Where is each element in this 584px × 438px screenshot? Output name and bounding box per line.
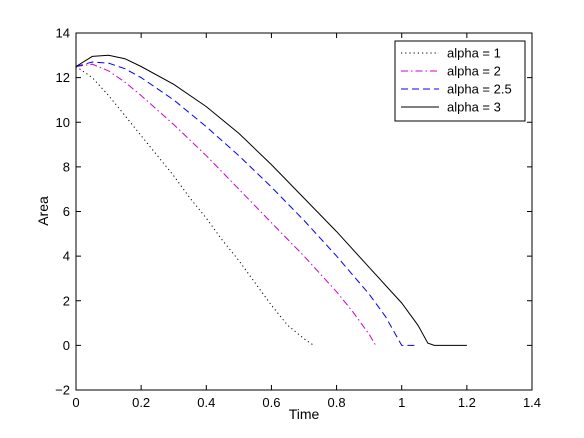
- x-tick-label: 1.2: [458, 395, 476, 410]
- legend-box: [394, 40, 526, 122]
- legend-label-3: alpha = 2.5: [447, 82, 512, 97]
- y-tick-label: 8: [63, 159, 70, 174]
- x-tick-label: 1: [398, 395, 405, 410]
- legend: alpha = 1 alpha = 2 alpha = 2.5 alpha = 3: [394, 40, 526, 122]
- y-tick-label: 14: [56, 26, 70, 41]
- x-axis-title: Time: [289, 406, 320, 422]
- x-tick-label: 0.2: [132, 395, 150, 410]
- x-ticks: 0 0.2 0.4 0.6 0.8 1 1.2 1.4: [72, 33, 541, 410]
- legend-label-2: alpha = 2: [447, 64, 501, 79]
- x-tick-label: 0.4: [197, 395, 215, 410]
- legend-label-4: alpha = 3: [447, 100, 501, 115]
- y-tick-label: 12: [56, 70, 70, 85]
- y-tick-label: 0: [63, 338, 70, 353]
- y-axis-title: Area: [35, 196, 51, 226]
- x-tick-label: 1.4: [523, 395, 541, 410]
- y-tick-label: −2: [55, 383, 70, 398]
- y-tick-label: 6: [63, 204, 70, 219]
- y-ticks: −2 0 2 4 6 8 10 12 14: [55, 26, 532, 398]
- x-tick-label: 0.6: [262, 395, 280, 410]
- series-layer: [75, 54, 467, 346]
- y-tick-label: 10: [56, 115, 70, 130]
- x-tick-label: 0: [72, 395, 79, 410]
- x-tick-label: 0.8: [328, 395, 346, 410]
- legend-label-1: alpha = 1: [447, 46, 501, 61]
- y-tick-label: 4: [63, 249, 70, 264]
- series-line-4: [75, 54, 467, 346]
- y-tick-label: 2: [63, 293, 70, 308]
- series-line-2: [75, 63, 377, 346]
- series-line-3: [75, 61, 418, 346]
